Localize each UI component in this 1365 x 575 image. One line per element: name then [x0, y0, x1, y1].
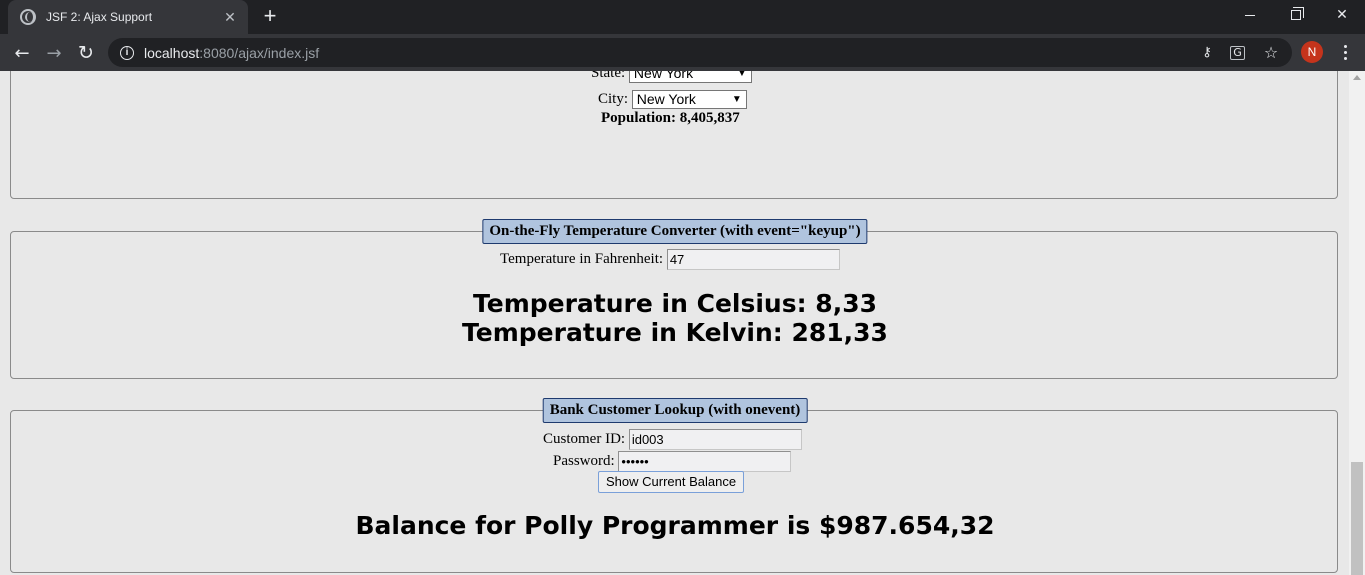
state-row: State: New York ▼ [591, 71, 752, 83]
page-scrollbar[interactable] [1349, 71, 1365, 575]
close-window-button[interactable]: ✕ [1336, 7, 1348, 23]
browser-tab[interactable]: JSF 2: Ajax Support ✕ [8, 0, 248, 34]
restore-icon [1291, 7, 1304, 20]
minimize-icon [1245, 14, 1255, 16]
minimize-button[interactable] [1227, 0, 1273, 30]
info-icon[interactable]: i [120, 45, 134, 60]
star-icon[interactable]: ☆ [1263, 43, 1279, 62]
balance-result: Balance for Polly Programmer is $987.654… [355, 511, 995, 540]
state-label: State: [591, 71, 626, 81]
password-label: Password: [553, 452, 615, 469]
kebab-menu-icon[interactable] [1335, 42, 1355, 62]
customer-id-input[interactable]: id003 [628, 429, 802, 450]
close-tab-icon[interactable]: ✕ [224, 8, 236, 25]
customer-id-label: Customer ID: [543, 430, 626, 447]
show-balance-button[interactable]: Show Current Balance [598, 471, 745, 493]
browser-toolbar: ← → ↻ i localhost:8080/ajax/index.jsf ⚷ … [0, 34, 1365, 71]
population-text: Population: 8,405,837 [601, 110, 740, 126]
scroll-up-arrow-icon[interactable] [1353, 75, 1361, 80]
fahrenheit-row: Temperature in Fahrenheit: 47 [500, 249, 840, 270]
chevron-down-icon: ▼ [731, 94, 742, 105]
scrollbar-thumb[interactable] [1351, 462, 1363, 575]
population-fieldset: State: New York ▼ City: New York ▼ Populat… [10, 71, 1338, 199]
tab-strip: JSF 2: Ajax Support ✕ + ✕ [0, 0, 1365, 34]
translate-icon[interactable]: G [1230, 46, 1245, 60]
new-tab-button[interactable]: + [263, 3, 277, 28]
forward-arrow-icon[interactable]: → [46, 42, 62, 64]
url-path: :8080/ajax/index.jsf [199, 44, 320, 61]
globe-icon [20, 9, 36, 25]
restore-button[interactable] [1273, 0, 1319, 30]
celsius-result: Temperature in Celsius: 8,33 [473, 289, 877, 318]
address-bar[interactable]: i localhost:8080/ajax/index.jsf ⚷ G ☆ [108, 38, 1292, 67]
password-row: Password: •••••• [553, 451, 792, 472]
profile-avatar[interactable]: N [1301, 41, 1323, 63]
fahrenheit-input[interactable]: 47 [666, 249, 840, 270]
temperature-legend: On-the-Fly Temperature Converter (with e… [482, 219, 868, 244]
bank-legend: Bank Customer Lookup (with onevent) [542, 398, 808, 423]
reload-icon[interactable]: ↻ [78, 42, 94, 64]
temperature-fieldset: On-the-Fly Temperature Converter (with e… [10, 219, 1338, 379]
bank-fieldset: Bank Customer Lookup (with onevent) Cust… [10, 398, 1338, 573]
city-select[interactable]: New York ▼ [631, 90, 747, 109]
kelvin-result: Temperature in Kelvin: 281,33 [462, 318, 888, 347]
password-input[interactable]: •••••• [618, 451, 792, 472]
url-host: localhost [144, 44, 200, 61]
page-viewport: State: New York ▼ City: New York ▼ Populat… [0, 71, 1349, 575]
state-select[interactable]: New York ▼ [628, 71, 752, 83]
fahrenheit-label: Temperature in Fahrenheit: [500, 250, 664, 267]
back-arrow-icon[interactable]: ← [14, 42, 30, 64]
customer-id-row: Customer ID: id003 [543, 429, 802, 450]
city-row: City: New York ▼ [598, 90, 747, 109]
key-icon[interactable]: ⚷ [1202, 45, 1212, 60]
tab-title: JSF 2: Ajax Support [46, 10, 153, 24]
city-label: City: [598, 90, 629, 107]
